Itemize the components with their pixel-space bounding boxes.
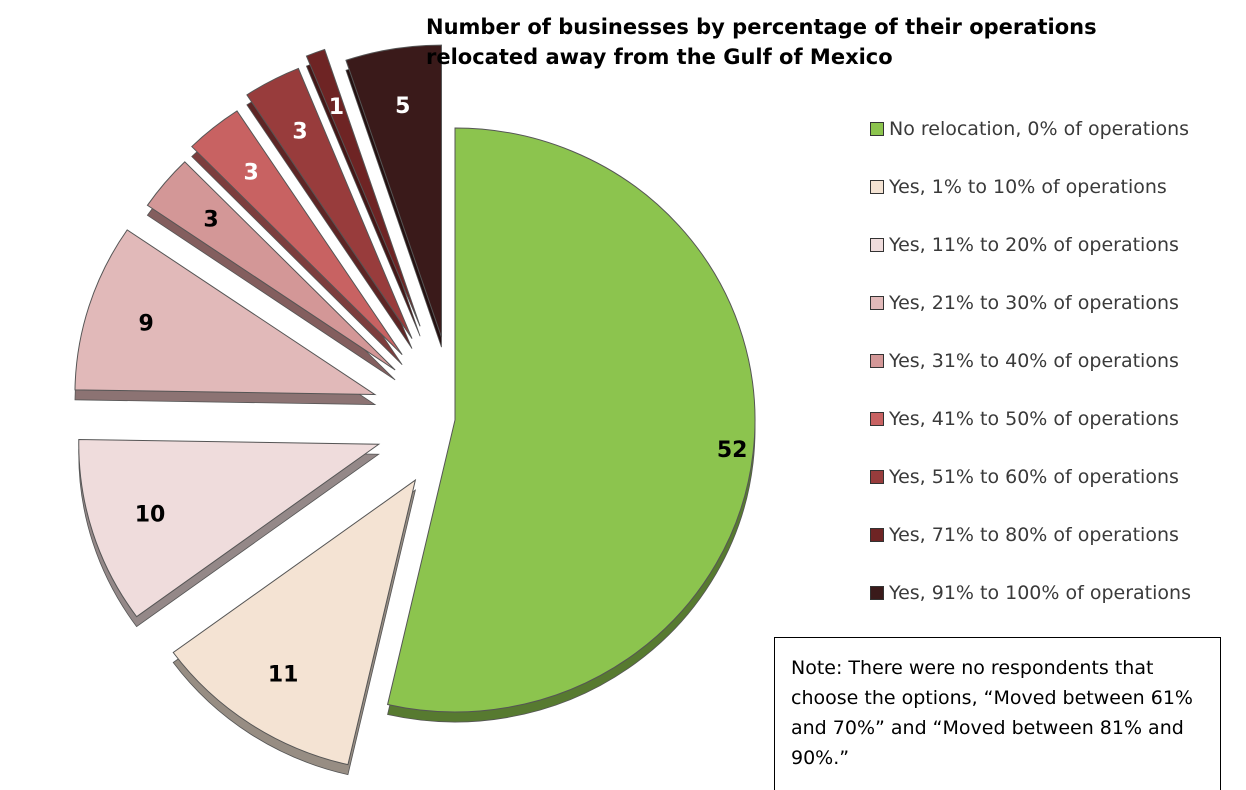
legend-label: Yes, 21% to 30% of operations bbox=[889, 292, 1179, 314]
legend-item: Yes, 91% to 100% of operations bbox=[870, 564, 1191, 622]
slice-label-6: 3 bbox=[244, 161, 259, 186]
slice-1 bbox=[386, 127, 756, 713]
legend-swatch bbox=[870, 412, 884, 426]
slice-label-1: 52 bbox=[717, 438, 748, 463]
chart-title: Number of businesses by percentage of th… bbox=[426, 15, 1097, 69]
legend-swatch bbox=[870, 528, 884, 542]
slice-6 bbox=[191, 110, 403, 356]
legend-label: No relocation, 0% of operations bbox=[889, 118, 1190, 140]
legend-item: Yes, 21% to 30% of operations bbox=[870, 274, 1191, 332]
slice-4 bbox=[74, 229, 377, 396]
slice-label-3: 10 bbox=[135, 503, 166, 528]
slice-7 bbox=[246, 67, 413, 339]
legend-item: Yes, 31% to 40% of operations bbox=[870, 332, 1191, 390]
legend-item: Yes, 1% to 10% of operations bbox=[870, 158, 1191, 216]
legend-item: Yes, 41% to 50% of operations bbox=[870, 390, 1191, 448]
slice-label-7: 3 bbox=[292, 120, 307, 145]
slice-label-2: 11 bbox=[268, 663, 299, 688]
legend-item: Yes, 51% to 60% of operations bbox=[870, 448, 1191, 506]
slice-5 bbox=[146, 161, 396, 371]
legend-label: Yes, 91% to 100% of operations bbox=[889, 582, 1191, 604]
legend-swatch bbox=[870, 238, 884, 252]
legend-label: Yes, 31% to 40% of operations bbox=[889, 350, 1179, 372]
legend-label: Yes, 11% to 20% of operations bbox=[889, 234, 1179, 256]
legend-swatch bbox=[870, 586, 884, 600]
slice-3 bbox=[78, 438, 381, 618]
legend-item: Yes, 11% to 20% of operations bbox=[870, 216, 1191, 274]
slice-label-8: 1 bbox=[329, 95, 344, 120]
legend-swatch bbox=[870, 180, 884, 194]
slice-label-4: 9 bbox=[139, 311, 154, 336]
note-box: Note: There were no respondents that cho… bbox=[774, 637, 1221, 790]
slice-9 bbox=[345, 44, 442, 338]
slice-label-9: 5 bbox=[395, 94, 410, 119]
legend-item: No relocation, 0% of operations bbox=[870, 100, 1191, 158]
slice-8 bbox=[305, 48, 421, 327]
legend-label: Yes, 51% to 60% of operations bbox=[889, 466, 1179, 488]
legend-label: Yes, 71% to 80% of operations bbox=[889, 524, 1179, 546]
legend-swatch bbox=[870, 296, 884, 310]
legend-label: Yes, 41% to 50% of operations bbox=[889, 408, 1179, 430]
legend-item: Yes, 71% to 80% of operations bbox=[870, 506, 1191, 564]
legend-swatch bbox=[870, 470, 884, 484]
slice-label-5: 3 bbox=[203, 208, 218, 233]
legend-label: Yes, 1% to 10% of operations bbox=[889, 176, 1167, 198]
legend-swatch bbox=[870, 122, 884, 136]
legend: No relocation, 0% of operations Yes, 1% t… bbox=[870, 100, 1191, 622]
legend-swatch bbox=[870, 354, 884, 368]
slice-2 bbox=[172, 478, 417, 766]
